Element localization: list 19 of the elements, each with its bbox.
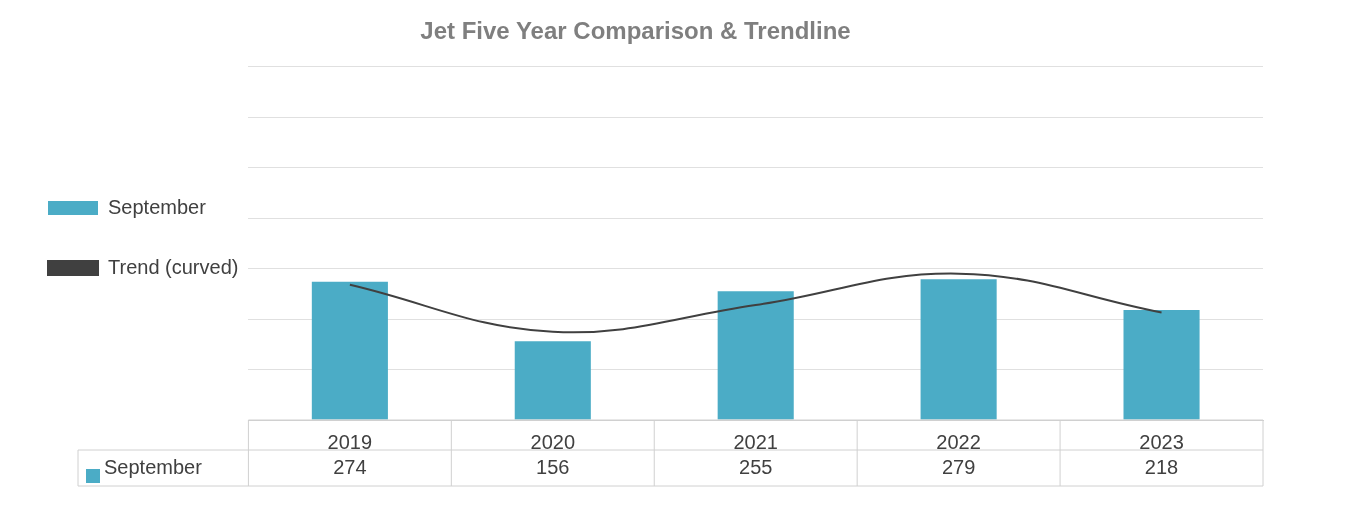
bar: [514, 341, 591, 420]
data-label: 218: [1144, 455, 1179, 478]
x-tick-label: 2023: [1139, 430, 1184, 453]
bar: [920, 279, 997, 420]
legend-label: September: [104, 455, 203, 478]
text: September: [108, 195, 206, 218]
x-tick-label: 2021: [733, 430, 778, 453]
bar: [311, 281, 388, 420]
x-tick-label: 2019: [327, 430, 373, 453]
chart-title: Jet Five Year Comparison & Trendline: [420, 17, 851, 45]
x-tick-label: 2020: [530, 430, 576, 453]
bar: [1123, 310, 1200, 420]
data-label: 156: [536, 455, 570, 478]
legend-label: Trend (curved): [108, 255, 239, 278]
x-tick-label: 2022: [936, 430, 981, 453]
data-label: 255: [739, 455, 773, 478]
data-label: 274: [333, 455, 367, 478]
bar: [717, 291, 794, 420]
data-label: 279: [941, 455, 976, 478]
